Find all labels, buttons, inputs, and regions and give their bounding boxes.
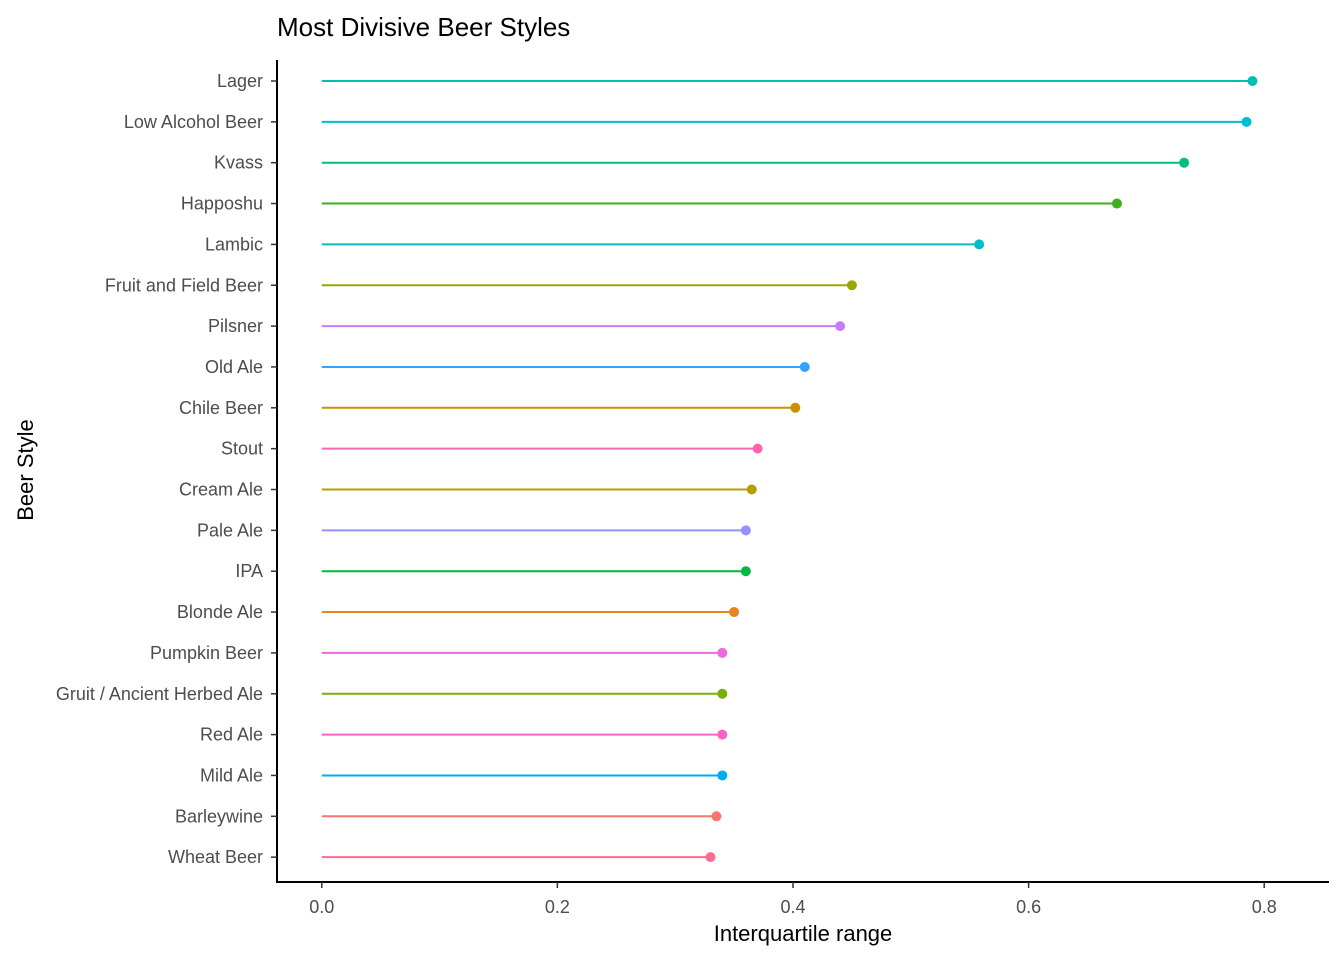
- lollipop-point: [717, 770, 728, 781]
- x-tick-label: 0.0: [309, 897, 334, 917]
- lollipop-point: [799, 361, 810, 372]
- lollipop-point: [1241, 116, 1252, 127]
- y-tick-label: Low Alcohol Beer: [124, 112, 263, 132]
- x-tick-label: 0.2: [545, 897, 570, 917]
- y-tick-label: Happoshu: [181, 194, 263, 214]
- y-tick-label: Mild Ale: [200, 765, 263, 785]
- y-tick-label: Barleywine: [175, 806, 263, 826]
- lollipop-point: [729, 607, 740, 618]
- chart-title: Most Divisive Beer Styles: [277, 12, 570, 42]
- y-tick-label: Blonde Ale: [177, 602, 263, 622]
- lollipop-point: [717, 647, 728, 658]
- lollipop-point: [1179, 157, 1190, 168]
- y-tick-label: Lambic: [205, 234, 263, 254]
- lollipop-point: [974, 239, 985, 250]
- y-tick-label: Kvass: [214, 153, 263, 173]
- y-tick-label: Gruit / Ancient Herbed Ale: [56, 684, 263, 704]
- x-tick-label: 0.4: [780, 897, 805, 917]
- lollipop-point: [846, 280, 857, 291]
- y-tick-label: Fruit and Field Beer: [105, 275, 263, 295]
- lollipop-point: [740, 566, 751, 577]
- lollipop-point: [790, 402, 801, 413]
- lollipop-point: [835, 321, 846, 332]
- lollipop-point: [711, 811, 722, 822]
- y-tick-label: Cream Ale: [179, 480, 263, 500]
- y-tick-label: Pale Ale: [197, 520, 263, 540]
- y-tick-label: Pilsner: [208, 316, 263, 336]
- y-tick-label: Red Ale: [200, 725, 263, 745]
- y-tick-label: Pumpkin Beer: [150, 643, 263, 663]
- lollipop-point: [752, 443, 763, 454]
- x-axis-title: Interquartile range: [714, 921, 893, 946]
- y-axis-title: Beer Style: [13, 419, 38, 521]
- x-tick-label: 0.8: [1252, 897, 1277, 917]
- x-tick-label: 0.6: [1016, 897, 1041, 917]
- y-tick-label: Old Ale: [205, 357, 263, 377]
- lollipop-point: [746, 484, 757, 495]
- lollipop-point: [740, 525, 751, 536]
- lollipop-point: [717, 729, 728, 740]
- y-tick-label: Stout: [221, 439, 263, 459]
- lollipop-point: [1111, 198, 1122, 209]
- y-tick-label: Lager: [217, 71, 263, 91]
- y-tick-label: Wheat Beer: [168, 847, 263, 867]
- x-axis-ticks: 0.0 0.2 0.4 0.6 0.8: [309, 882, 1277, 917]
- y-tick-label: Chile Beer: [179, 398, 263, 418]
- y-tick-label: IPA: [235, 561, 263, 581]
- y-axis-ticks: Lager Low Alcohol Beer Kvass Happoshu Lambic…: [56, 71, 277, 867]
- lollipop-point: [705, 852, 716, 863]
- lollipop-point: [717, 688, 728, 699]
- lollipop-point: [1247, 76, 1258, 86]
- lollipop-series: [321, 76, 1258, 863]
